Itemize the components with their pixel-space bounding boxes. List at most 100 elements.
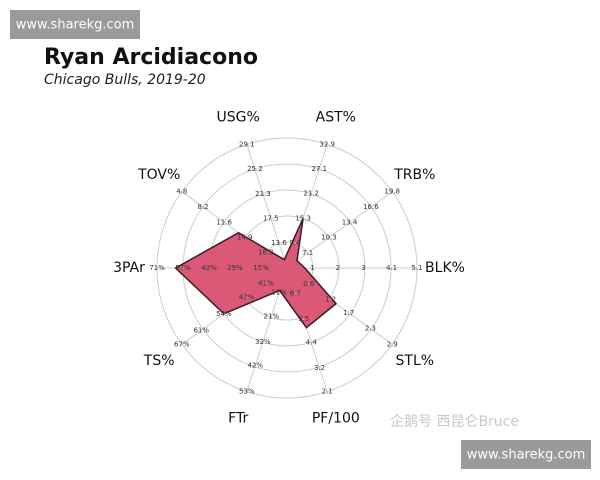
tick-label: 15% <box>253 264 269 272</box>
tick-label: 19.8 <box>384 188 400 196</box>
tick-mark <box>223 313 225 315</box>
tick-label: 29.1 <box>239 140 255 148</box>
tick-mark <box>262 193 264 195</box>
tick-mark <box>391 190 393 193</box>
axis-label: STL% <box>396 353 435 369</box>
tick-label: 5.5 <box>298 315 309 323</box>
tick-mark <box>416 267 418 269</box>
chart-subtitle: Chicago Bulls, 2019-20 <box>44 72 206 88</box>
tick-label: 2.3 <box>365 325 376 333</box>
tick-mark <box>223 221 225 224</box>
tick-label: 42% <box>247 362 263 370</box>
tick-label: 27.1 <box>311 165 327 173</box>
tick-mark <box>243 236 246 239</box>
tick-label: 25.2 <box>247 165 263 173</box>
tick-mark <box>310 192 312 195</box>
tick-label: 3 <box>361 264 365 272</box>
radar-area <box>174 218 338 329</box>
watermark: www.sharekg.com <box>467 448 586 463</box>
tick-mark <box>302 318 305 320</box>
tick-label: 54% <box>216 310 232 318</box>
tick-mark <box>347 311 350 314</box>
axis-label: USG% <box>217 110 260 126</box>
tick-mark <box>294 292 297 295</box>
tick-label: 2.9 <box>387 340 398 348</box>
tick-label: 29% <box>227 264 243 272</box>
tick-label: 2 <box>336 264 340 272</box>
tick-mark <box>270 315 273 318</box>
tick-mark <box>254 364 257 367</box>
tick-label: 5.1 <box>411 264 422 272</box>
tick-mark <box>156 267 158 269</box>
tick-label: 4.4 <box>306 339 318 347</box>
tick-mark <box>318 367 321 369</box>
tick-mark <box>200 329 203 332</box>
tick-mark <box>326 390 328 393</box>
tick-mark <box>294 242 296 244</box>
tick-mark <box>246 390 248 393</box>
tick-mark <box>260 267 262 269</box>
watermark-box <box>461 440 591 469</box>
source-tag: 企鹅号 西昆仑Bruce <box>390 413 519 430</box>
tick-label: 0.6 <box>303 280 315 288</box>
tick-label: 21% <box>264 312 280 320</box>
tick-label: 67% <box>174 340 190 348</box>
tick-label: 10.3 <box>321 234 337 242</box>
tick-label: 1 <box>310 264 314 272</box>
tick-label: 1.2 <box>325 296 336 304</box>
tick-mark <box>208 267 210 269</box>
tick-mark <box>369 327 372 330</box>
tick-mark <box>265 251 267 254</box>
tick-label: 61% <box>193 326 209 334</box>
axis-label: 3PAr <box>113 260 145 276</box>
tick-mark <box>234 267 236 269</box>
tick-label: 16.6 <box>363 203 379 211</box>
tick-mark <box>326 143 328 146</box>
axis-label: FTr <box>228 410 248 426</box>
tick-mark <box>370 206 372 208</box>
tick-mark <box>390 267 393 269</box>
tick-label: 41% <box>258 279 274 287</box>
tick-label: 7.1 <box>302 249 313 257</box>
tick-label: 53% <box>239 388 255 396</box>
tick-mark <box>337 267 339 269</box>
tick-mark <box>254 168 256 171</box>
axis-label: TRB% <box>393 167 435 183</box>
tick-label: 4.1 <box>386 264 397 272</box>
tick-mark <box>306 252 309 254</box>
tick-label: 32.9 <box>319 140 335 148</box>
tick-label: 11.6 <box>216 218 232 226</box>
tick-mark <box>362 267 365 269</box>
tick-mark <box>307 283 310 285</box>
tick-mark <box>329 298 332 301</box>
tick-mark <box>278 291 280 294</box>
tick-label: 11% <box>271 289 287 297</box>
tick-label: 13.6 <box>271 239 287 247</box>
tick-mark <box>310 341 313 344</box>
axis-label: TS% <box>143 353 175 369</box>
tick-label: 47% <box>239 293 255 301</box>
tick-mark <box>278 242 280 244</box>
tick-label: 32% <box>255 338 271 346</box>
tick-label: 2.1 <box>322 388 333 396</box>
tick-label: 1.7 <box>343 309 354 317</box>
tick-mark <box>202 206 204 208</box>
axis-label: AST% <box>316 110 356 126</box>
spoke <box>286 191 393 269</box>
tick-mark <box>391 343 393 346</box>
tick-mark <box>245 296 248 299</box>
tick-label: 3.2 <box>314 364 325 372</box>
tick-label: 21.3 <box>255 190 271 198</box>
watermark: www.sharekg.com <box>16 18 135 33</box>
chart-title: Ryan Arcidiacono <box>44 45 258 70</box>
tick-label: 14.9 <box>237 233 253 241</box>
tick-label: 15.3 <box>295 214 311 222</box>
tick-mark <box>265 282 267 285</box>
watermark-box <box>10 10 140 39</box>
tick-mark <box>318 167 321 170</box>
axis-label: PF/100 <box>312 410 360 426</box>
tick-label: 9.4 <box>289 239 301 247</box>
axis-label: TOV% <box>137 167 180 183</box>
tick-mark <box>182 267 184 269</box>
